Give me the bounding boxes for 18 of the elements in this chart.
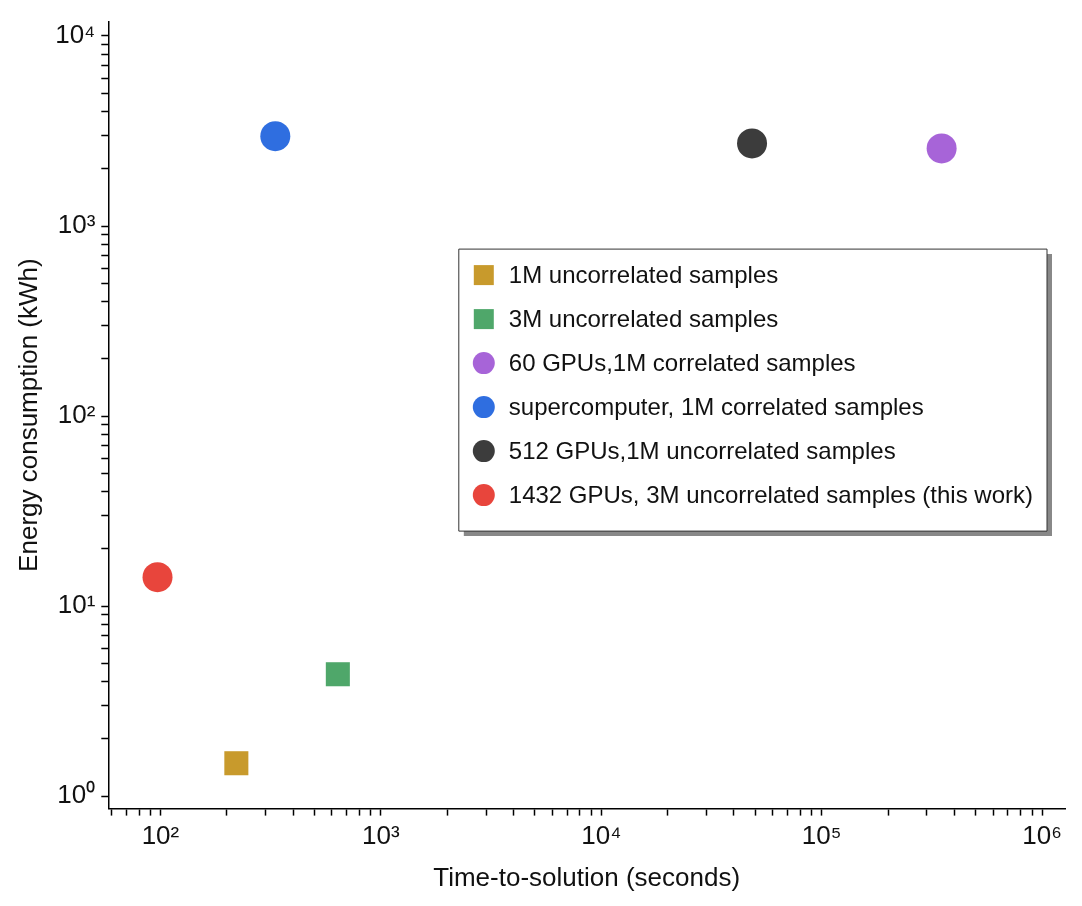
- x-tick-label: 10²: [141, 820, 180, 851]
- x-tick-label: 10⁴: [581, 820, 622, 851]
- x-tick-label: 10⁵: [801, 820, 842, 851]
- x-tick-label: 10³: [362, 820, 400, 851]
- y-tick-label: 10¹: [57, 589, 96, 620]
- x-axis-title: Time-to-solution (seconds): [433, 861, 741, 892]
- y-tick-label: 10²: [57, 399, 96, 430]
- legend-label: 3M uncorrelated samples: [508, 304, 779, 332]
- legend-label: 1432 GPUs, 3M uncorrelated samples (this work): [508, 480, 1033, 508]
- legend-label: supercomputer, 1M correlated samples: [508, 392, 924, 420]
- x-tick-label: 10⁶: [1022, 820, 1062, 851]
- y-tick-label: 10³: [57, 209, 96, 240]
- legend-label: 60 GPUs,1M correlated samples: [508, 348, 856, 376]
- legend-label: 512 GPUs,1M uncorrelated samples: [508, 436, 896, 464]
- legend-label: 1M uncorrelated samples: [508, 260, 779, 288]
- y-tick-label: 10⁰: [57, 779, 96, 810]
- y-axis-title: Energy consumption (kWh): [12, 258, 43, 572]
- y-tick-label: 10⁴: [55, 19, 96, 50]
